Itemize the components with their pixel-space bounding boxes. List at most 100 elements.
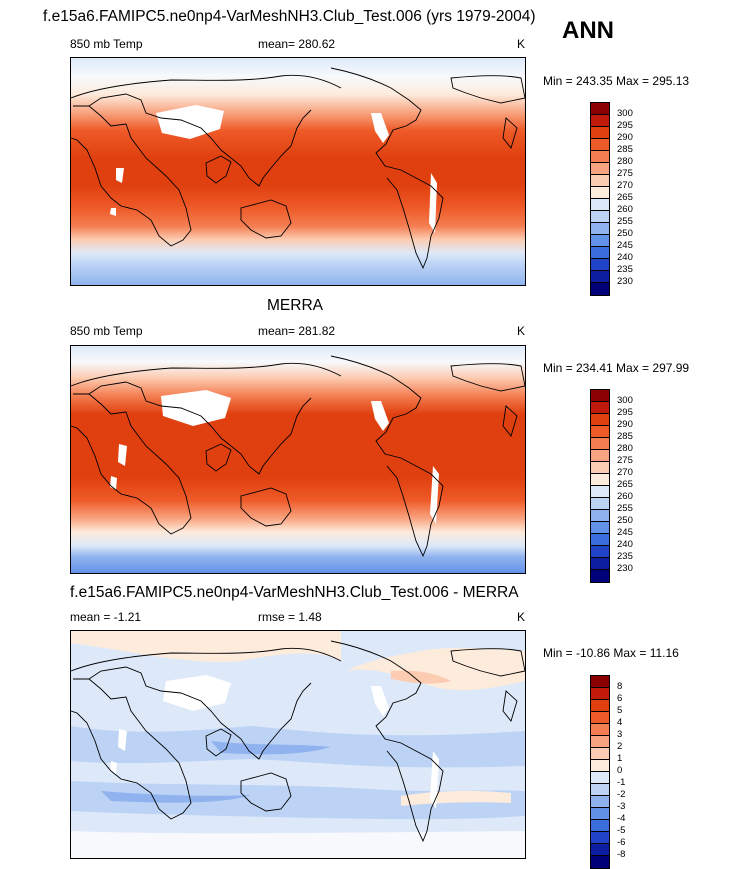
- colorbar-swatch: [591, 676, 609, 688]
- colorbar-tick-label: -2: [617, 789, 626, 800]
- colorbar-tick-label: 240: [617, 539, 633, 550]
- colorbar-tick-label: 250: [617, 515, 633, 526]
- colorbar-tick-label: 8: [617, 681, 623, 692]
- map-canvas: [71, 631, 525, 858]
- colorbar-swatch: [591, 856, 609, 868]
- colorbar-tick-label: -3: [617, 801, 626, 812]
- colorbar-swatch: [591, 199, 609, 211]
- colorbar-swatch: [591, 127, 609, 139]
- colorbar-tick-label: 265: [617, 192, 633, 203]
- colorbar-swatch: [591, 223, 609, 235]
- colorbar-swatch: [591, 546, 609, 558]
- colorbar-tick-label: 265: [617, 479, 633, 490]
- colorbar-tick-label: -5: [617, 825, 626, 836]
- colorbar-swatch: [591, 712, 609, 724]
- colorbar-swatch: [591, 844, 609, 856]
- colorbar-swatch: [591, 474, 609, 486]
- colorbar-tick-label: 285: [617, 144, 633, 155]
- colorbar-swatch: [591, 402, 609, 414]
- colorbar-tick-label: 250: [617, 228, 633, 239]
- colorbar-swatch: [591, 724, 609, 736]
- colorbar-tick-label: 275: [617, 168, 633, 179]
- colorbar-swatch: [591, 163, 609, 175]
- colorbar-tick-label: 240: [617, 252, 633, 263]
- colorbar-swatch: [591, 259, 609, 271]
- colorbar-tick-label: 290: [617, 419, 633, 430]
- colorbar-swatch: [591, 414, 609, 426]
- units-label: K: [517, 37, 526, 51]
- colorbar-swatch: [591, 450, 609, 462]
- colorbar-swatch: [591, 700, 609, 712]
- colorbar-swatch: [591, 760, 609, 772]
- colorbar-swatch: [591, 462, 609, 474]
- colorbar-tick-label: 230: [617, 563, 633, 574]
- rmse-label: rmse = 1.48: [258, 610, 322, 624]
- minmax-label: Min = 243.35 Max = 295.13: [543, 74, 690, 88]
- colorbar-swatch: [591, 820, 609, 832]
- colorbar-tick-label: 285: [617, 431, 633, 442]
- colorbar-tick-label: 235: [617, 264, 633, 275]
- colorbar-swatch: [591, 438, 609, 450]
- colorbar-tick-label: 295: [617, 120, 633, 131]
- colorbar-swatch: [591, 570, 609, 582]
- colorbar-tick-label: -4: [617, 813, 626, 824]
- mean-label: mean = -1.21: [70, 610, 142, 624]
- colorbar-swatch: [591, 796, 609, 808]
- colorbar-swatch: [591, 486, 609, 498]
- colorbar-tick-label: 255: [617, 503, 633, 514]
- colorbar: [590, 389, 610, 583]
- temperature-map: [70, 345, 526, 574]
- colorbar-swatch: [591, 748, 609, 760]
- colorbar-tick-label: 280: [617, 156, 633, 167]
- panel-title: MERRA: [267, 297, 323, 314]
- colorbar-swatch: [591, 175, 609, 187]
- variable-label: 850 mb Temp: [70, 37, 143, 51]
- map-canvas: [71, 346, 525, 573]
- colorbar-tick-label: -8: [617, 849, 626, 860]
- colorbar-tick-label: 3: [617, 729, 623, 740]
- colorbar: [590, 675, 610, 869]
- colorbar-tick-label: 300: [617, 395, 633, 406]
- colorbar-tick-label: 230: [617, 276, 633, 287]
- colorbar-swatch: [591, 808, 609, 820]
- colorbar-swatch: [591, 534, 609, 546]
- colorbar-tick-label: 235: [617, 551, 633, 562]
- colorbar-tick-label: 6: [617, 693, 623, 704]
- colorbar: [590, 102, 610, 296]
- minmax-label: Min = 234.41 Max = 297.99: [543, 361, 690, 375]
- colorbar-swatch: [591, 283, 609, 295]
- colorbar-tick-label: 245: [617, 527, 633, 538]
- colorbar-tick-label: 245: [617, 240, 633, 251]
- variable-label: 850 mb Temp: [70, 324, 143, 338]
- units-label: K: [517, 324, 526, 338]
- colorbar-swatch: [591, 558, 609, 570]
- colorbar-tick-label: 1: [617, 753, 623, 764]
- colorbar-tick-label: 260: [617, 491, 633, 502]
- map-canvas: [71, 58, 525, 285]
- colorbar-swatch: [591, 832, 609, 844]
- colorbar-swatch: [591, 498, 609, 510]
- colorbar-swatch: [591, 103, 609, 115]
- colorbar-tick-label: 295: [617, 407, 633, 418]
- colorbar-tick-label: 2: [617, 741, 623, 752]
- colorbar-swatch: [591, 784, 609, 796]
- colorbar-tick-label: 290: [617, 132, 633, 143]
- minmax-label: Min = -10.86 Max = 11.16: [543, 646, 679, 660]
- colorbar-tick-label: 0: [617, 765, 623, 776]
- colorbar-swatch: [591, 187, 609, 199]
- colorbar-swatch: [591, 736, 609, 748]
- colorbar-swatch: [591, 271, 609, 283]
- colorbar-tick-label: -1: [617, 777, 626, 788]
- colorbar-tick-label: 270: [617, 180, 633, 191]
- colorbar-swatch: [591, 151, 609, 163]
- units-label: K: [517, 610, 526, 624]
- colorbar-swatch: [591, 115, 609, 127]
- colorbar-tick-label: 275: [617, 455, 633, 466]
- colorbar-tick-label: 270: [617, 467, 633, 478]
- mean-label: mean= 281.82: [258, 324, 336, 338]
- colorbar-swatch: [591, 211, 609, 223]
- colorbar-swatch: [591, 688, 609, 700]
- mean-label: mean= 280.62: [258, 37, 336, 51]
- colorbar-tick-label: 4: [617, 717, 623, 728]
- panel-title: f.e15a6.FAMIPC5.ne0np4-VarMeshNH3.Club_T…: [70, 584, 519, 601]
